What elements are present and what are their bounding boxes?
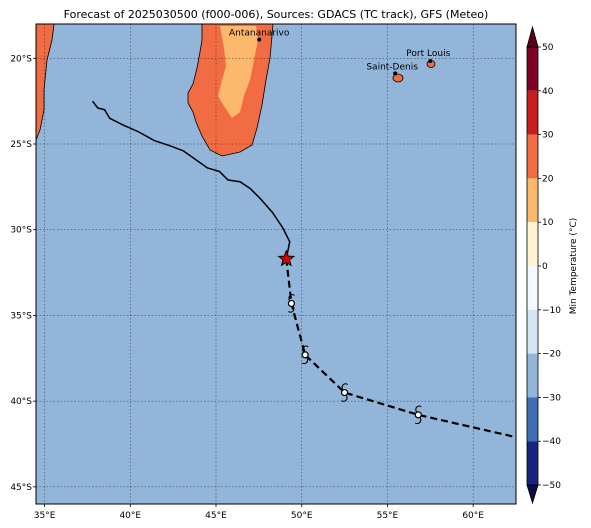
lat-tick-label: 30°S <box>10 226 32 236</box>
colorbar-level <box>527 353 538 398</box>
colorbar-tick-label: 40 <box>542 87 554 97</box>
colorbar-under-extend <box>526 484 539 505</box>
colorbar-tick-label: −50 <box>542 481 561 491</box>
city-label: Port Louis <box>406 49 450 59</box>
colorbar-level <box>527 90 538 135</box>
lon-tick-label: 45°E <box>205 511 227 521</box>
colorbar-level <box>527 266 538 310</box>
lat-tick-label: 20°S <box>10 54 32 64</box>
city-marker <box>393 71 398 76</box>
lat-tick-label: 35°S <box>10 311 32 321</box>
colorbar-level <box>527 47 538 91</box>
graticule <box>36 24 516 504</box>
lon-tick-label: 35°E <box>34 511 56 521</box>
latitude-ticks: 20°S 25°S 30°S 35°S 40°S 45°S <box>10 54 36 493</box>
lon-tick-label: 50°E <box>291 511 313 521</box>
africa-coast <box>36 24 55 141</box>
colorbar-level <box>527 222 538 266</box>
colorbar-tick-label: 30 <box>542 131 554 141</box>
lon-tick-label: 55°E <box>377 511 399 521</box>
colorbar-tick-label: 0 <box>542 262 548 272</box>
colorbar: 50 40 30 20 10 0 −10 −20 −30 −40 −50 Min Temperatur… <box>526 25 579 505</box>
colorbar-level <box>527 134 538 179</box>
landmasses <box>36 24 436 157</box>
lat-tick-label: 45°S <box>10 483 32 493</box>
ocean-area <box>36 24 516 504</box>
colorbar-level <box>527 397 538 442</box>
colorbar-tick-label: 10 <box>542 218 554 228</box>
colorbar-level <box>527 441 538 485</box>
cyclone-symbol <box>414 405 422 425</box>
colorbar-tick-label: 20 <box>542 174 554 184</box>
longitude-ticks: 35°E 40°E 45°E 50°E 55°E 60°E <box>34 504 484 521</box>
colorbar-level <box>527 309 538 354</box>
cyclone-track <box>91 100 516 439</box>
colorbar-over-extend <box>526 25 539 48</box>
colorbar-label: Min Temperature (°C) <box>569 218 579 315</box>
lat-tick-label: 40°S <box>10 397 32 407</box>
colorbar-tick-label: −30 <box>542 393 561 403</box>
lat-tick-label: 25°S <box>10 140 32 150</box>
colorbar-tick-label: −10 <box>542 306 561 316</box>
city-marker <box>428 59 433 64</box>
city-marker <box>257 37 262 42</box>
colorbar-tick-label: 50 <box>542 43 554 53</box>
forecast-track-line <box>285 258 516 439</box>
past-track-line <box>91 100 291 260</box>
madagascar-interior-warm <box>218 26 258 118</box>
city-label: Saint-Denis <box>366 62 418 72</box>
colorbar-tick-label: −40 <box>542 437 561 447</box>
colorbar-level <box>527 178 538 223</box>
lon-tick-label: 40°E <box>119 511 141 521</box>
place-markers: Antananarivo Port Louis Saint-Denis <box>229 29 451 76</box>
colorbar-tick-label: −20 <box>542 350 561 360</box>
map-panel: Antananarivo Port Louis Saint-Denis 35°E 40… <box>10 23 517 521</box>
figure-title: Forecast of 2025030500 (f000-006), Sourc… <box>64 8 489 21</box>
cyclone-symbol <box>340 383 349 402</box>
cyclone-symbol <box>301 345 309 365</box>
map-frame <box>35 23 517 505</box>
cyclone-symbol <box>287 294 296 313</box>
reunion-island <box>392 73 404 83</box>
current-position-star <box>277 249 296 267</box>
city-label: Antananarivo <box>229 29 290 39</box>
lon-tick-label: 60°E <box>462 511 484 521</box>
